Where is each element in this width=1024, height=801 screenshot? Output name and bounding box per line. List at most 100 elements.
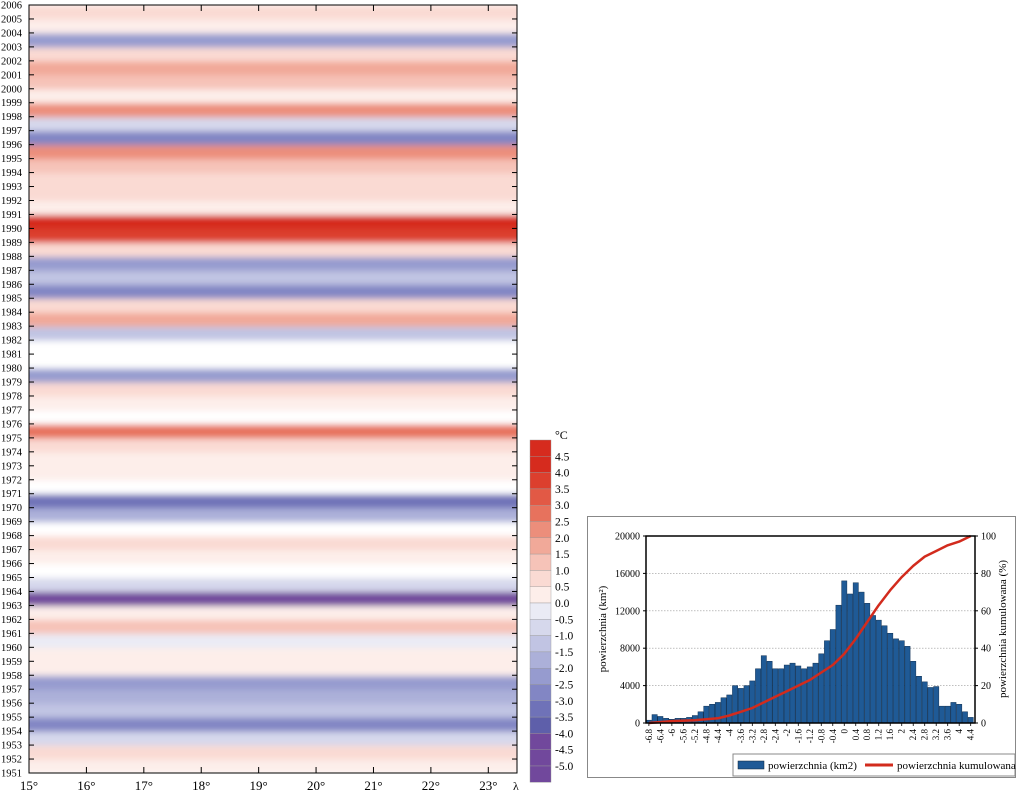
colorbar-swatch — [529, 456, 552, 473]
longitude-tick-label: 21° — [364, 778, 382, 793]
area-bar — [806, 666, 813, 724]
anomaly-band-1963 — [29, 591, 517, 607]
area-bar — [944, 705, 951, 724]
year-tick-label: 1978 — [1, 391, 22, 402]
area-bar — [893, 638, 899, 724]
colorbar-swatch — [529, 635, 552, 653]
year-tick-label: 1968 — [1, 531, 22, 542]
anomaly-band-1994 — [29, 158, 517, 174]
anomaly-band-1969 — [29, 507, 517, 523]
anomaly-band-1957 — [29, 675, 517, 690]
area-bar — [789, 662, 796, 724]
colorbar-swatch — [529, 553, 552, 571]
anomaly-band-2004 — [29, 18, 517, 34]
anomaly-tick-label: 2.4 — [908, 729, 918, 741]
colorbar-level-label: 0.5 — [555, 582, 570, 594]
area-tick-label: 4000 — [620, 681, 640, 692]
legend-bar-swatch — [737, 760, 765, 770]
colorbar-level-label: -2.0 — [555, 663, 573, 675]
colorbar-swatch — [529, 668, 552, 685]
colorbar-swatch — [529, 684, 552, 701]
year-tick-label: 1959 — [1, 657, 22, 668]
anomaly-band-1956 — [29, 689, 517, 704]
area-bar — [881, 625, 888, 724]
longitude-axis: 15° 16° 17° 18° 19° 20° 21° 22° 23° λ — [20, 5, 519, 793]
colorbar-level-label: 2.0 — [555, 533, 570, 545]
anomaly-band-2003 — [29, 32, 517, 48]
year-tick-label: 1971 — [1, 489, 22, 500]
year-tick-label: 1990 — [1, 224, 22, 235]
anomaly-tick-label: -4.8 — [701, 729, 711, 744]
colorbar-level-label: -0.5 — [555, 614, 573, 626]
area-bar — [927, 687, 934, 724]
area-bar — [732, 685, 738, 724]
year-tick-label: 1987 — [1, 266, 22, 277]
anomaly-band-1967 — [29, 535, 517, 551]
area-bar — [962, 711, 968, 724]
anomaly-band-1959 — [29, 647, 517, 662]
histogram-frame — [645, 535, 976, 724]
colorbar-level-label: -3.5 — [555, 712, 573, 724]
area-bar — [835, 604, 842, 724]
anomaly-band-1964 — [29, 577, 517, 593]
anomaly-tick-label: 4 — [954, 729, 964, 734]
area-axis: 0 4000 8000 12000 16000 20000 — [615, 532, 646, 730]
year-tick-label: 1962 — [1, 615, 22, 626]
anomaly-tick-label: -2.8 — [759, 729, 769, 744]
anomaly-tick-label: -5.6 — [678, 729, 688, 744]
colorbar-level-label: 1.5 — [555, 549, 570, 561]
area-bar — [910, 661, 917, 724]
plot-frame — [28, 4, 518, 774]
year-tick-label: 2001 — [1, 70, 22, 81]
year-tick-label: 1953 — [1, 741, 22, 752]
year-tick-label: 1967 — [1, 545, 22, 556]
colorbar-level-label: 3.5 — [555, 484, 570, 496]
year-tick-label: 1993 — [1, 182, 22, 193]
area-bar — [697, 711, 704, 724]
area-bar — [829, 629, 836, 724]
area-bars — [645, 580, 974, 724]
anomaly-tick-label: -6.8 — [644, 729, 654, 744]
colorbar-level-label: 2.5 — [555, 517, 570, 529]
anomaly-band-1979 — [29, 368, 517, 383]
anomaly-band-1980 — [29, 354, 517, 369]
cumulative-tick-label: 100 — [981, 532, 996, 543]
anomaly-tick-label: 1.2 — [874, 729, 884, 740]
anomaly-band-1972 — [29, 465, 517, 481]
year-tick-label: 1986 — [1, 280, 22, 291]
year-tick-label: 1984 — [1, 308, 23, 319]
area-bar — [812, 662, 819, 724]
colorbar-swatch — [529, 700, 552, 718]
year-tick-label: 1989 — [1, 238, 22, 249]
anomaly-band-1997 — [29, 116, 517, 132]
colorbar-level-label: 4.0 — [555, 468, 570, 480]
area-bar — [818, 653, 825, 724]
anomaly-band-1976 — [29, 409, 517, 425]
anomaly-tick-label: 0.8 — [862, 729, 872, 741]
anomaly-tick-label: -2 — [782, 729, 792, 737]
anomaly-band-1953 — [29, 731, 517, 746]
anomaly-tick-label: -0.4 — [828, 729, 838, 744]
anomaly-band-1986 — [29, 270, 517, 285]
area-bar — [743, 685, 750, 724]
anomaly-tick-label: -6.4 — [655, 729, 665, 744]
anomaly-axis: -6.8 -6.4 -6 -5.6 -5.2 -4.8 -4.4 -4 -3.6 -3.2 -2.8… — [644, 723, 976, 743]
area-bar — [967, 717, 974, 724]
cumulative-tick-label: 0 — [981, 719, 986, 730]
histogram-panel: 0 4000 8000 12000 16000 20000 0 20 40 60 80 100 -6… — [587, 516, 1016, 778]
cumulative-area-line — [648, 534, 972, 725]
year-tick-label: 2006 — [1, 1, 22, 12]
colorbar-swatch — [529, 651, 552, 669]
area-axis-label: powierzchnia (km²) — [597, 585, 609, 672]
area-bar — [875, 619, 882, 724]
cumulative-tick-label: 60 — [981, 606, 991, 617]
anomaly-tick-label: -1.6 — [793, 729, 803, 744]
year-tick-label: 1964 — [1, 587, 23, 598]
colorbar-level-label: 4.5 — [555, 451, 570, 463]
cumulative-axis-label: powierzchnia kumulowana (%) — [997, 560, 1009, 698]
year-axis: 1951 1952 1953 1954 1955 1956 1957 1958 1959 1960… — [1, 1, 517, 780]
area-bar — [726, 694, 733, 724]
longitude-tick-label: 23° — [479, 778, 497, 793]
